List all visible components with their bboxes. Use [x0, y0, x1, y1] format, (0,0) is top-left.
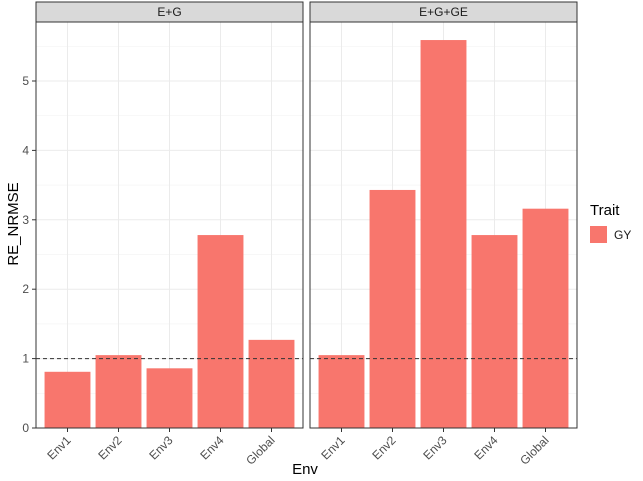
- facet-panel-1: E+G Env1 Env2 Env3 Env4 Global: [35, 1, 304, 468]
- y-tick-label: 3: [22, 213, 29, 227]
- x-axis-title: Env: [292, 461, 318, 478]
- bar-env4: [197, 235, 244, 428]
- x-tick-label: Env1: [44, 433, 73, 462]
- y-tick-label: 5: [22, 74, 29, 88]
- y-axis-title: RE_NRMSE: [5, 182, 22, 265]
- x-tick-label: Env4: [471, 433, 500, 462]
- y-tick-label: 2: [22, 282, 29, 296]
- x-tick-label: Env2: [369, 433, 398, 462]
- bar-global: [248, 339, 295, 428]
- legend-key: [590, 226, 607, 243]
- bar-env3: [420, 40, 467, 429]
- x-tick-label: Env2: [95, 433, 124, 462]
- x-tick-label: Global: [243, 433, 277, 467]
- y-tick-label: 0: [22, 421, 29, 435]
- x-tick-label: Env1: [318, 433, 347, 462]
- x-tick-label: Env3: [420, 433, 449, 462]
- facet-strip-label: E+G+GE: [419, 5, 468, 19]
- bar-global: [522, 208, 569, 428]
- y-tick-label: 4: [22, 143, 29, 157]
- facet-panel-2: E+G+GE Env1 Env2 Env3 Env4 Global: [309, 1, 578, 468]
- bar-env2: [369, 189, 416, 428]
- x-tick-label: Env3: [146, 433, 175, 462]
- bar-env4: [471, 235, 518, 428]
- bar-env1: [318, 355, 365, 428]
- legend: Trait GY: [590, 202, 631, 243]
- legend-label: GY: [614, 228, 631, 242]
- y-axis: 0 1 2 3 4 5: [22, 74, 36, 435]
- x-tick-label: Global: [517, 433, 551, 467]
- bar-env3: [146, 368, 193, 428]
- bar-env2: [95, 355, 142, 428]
- facet-strip-label: E+G: [157, 5, 181, 19]
- y-tick-label: 1: [22, 352, 29, 366]
- legend-title: Trait: [590, 202, 620, 219]
- x-tick-label: Env4: [197, 433, 226, 462]
- bar-env1: [44, 371, 91, 428]
